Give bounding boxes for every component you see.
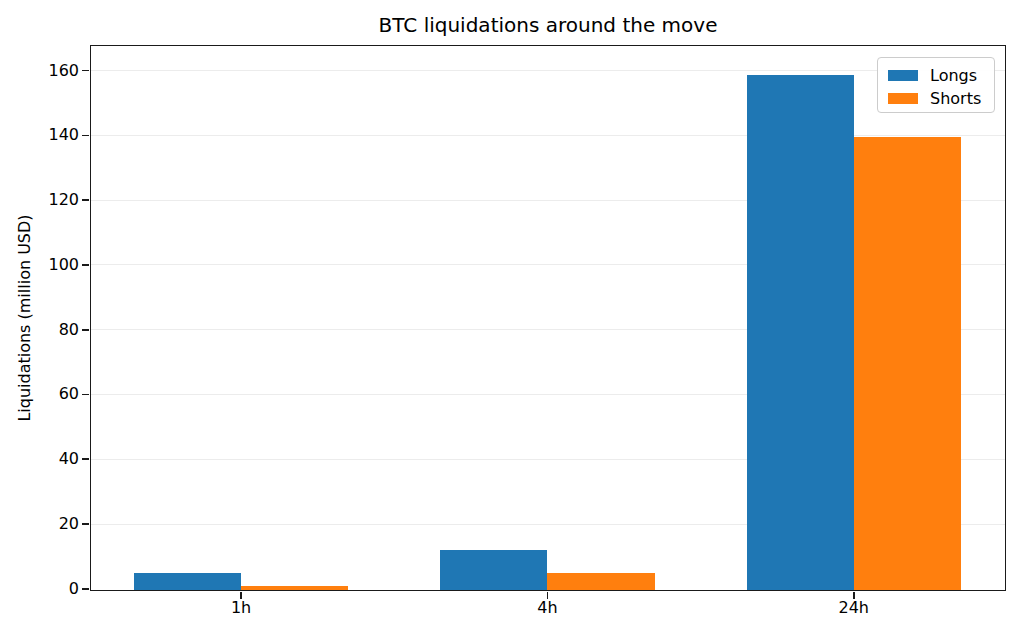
y-tick-120: [82, 199, 89, 201]
y-tick-label-140: 140: [3, 125, 79, 145]
y-tick-140: [82, 135, 89, 137]
x-tick-label-4h: 4h: [497, 598, 597, 618]
plot-area: 0204060801001201401601h4h24h: [90, 45, 1006, 591]
x-tick-label-24h: 24h: [804, 598, 904, 618]
legend-item-longs: Longs: [888, 65, 984, 86]
gridline-y-160: [91, 70, 1005, 71]
y-tick-label-160: 160: [3, 61, 79, 81]
bar-longs-1h: [134, 573, 241, 590]
bar-shorts-1h: [241, 586, 348, 590]
shorts-color-swatch: [888, 93, 918, 104]
legend: Longs Shorts: [877, 57, 995, 113]
bar-longs-4h: [440, 550, 547, 590]
bar-shorts-24h: [854, 137, 961, 590]
y-tick-label-60: 60: [3, 384, 79, 404]
bar-longs-24h: [747, 75, 854, 590]
legend-label-shorts: Shorts: [930, 89, 981, 109]
legend-item-shorts: Shorts: [888, 88, 984, 109]
y-tick-label-100: 100: [3, 255, 79, 275]
y-tick-label-40: 40: [3, 449, 79, 469]
y-tick-40: [82, 458, 89, 460]
y-tick-100: [82, 264, 89, 266]
y-tick-80: [82, 329, 89, 331]
y-tick-60: [82, 394, 89, 396]
y-tick-label-80: 80: [3, 320, 79, 340]
y-tick-label-120: 120: [3, 190, 79, 210]
y-tick-0: [82, 588, 89, 590]
y-tick-20: [82, 523, 89, 525]
btc-liquidations-chart: BTC liquidations around the move Liquida…: [0, 0, 1024, 640]
legend-label-longs: Longs: [930, 66, 977, 86]
y-tick-160: [82, 70, 89, 72]
bar-shorts-4h: [547, 573, 654, 590]
chart-title: BTC liquidations around the move: [91, 12, 1005, 38]
y-tick-label-0: 0: [3, 579, 79, 599]
longs-color-swatch: [888, 70, 918, 81]
y-tick-label-20: 20: [3, 514, 79, 534]
x-tick-label-1h: 1h: [191, 598, 291, 618]
